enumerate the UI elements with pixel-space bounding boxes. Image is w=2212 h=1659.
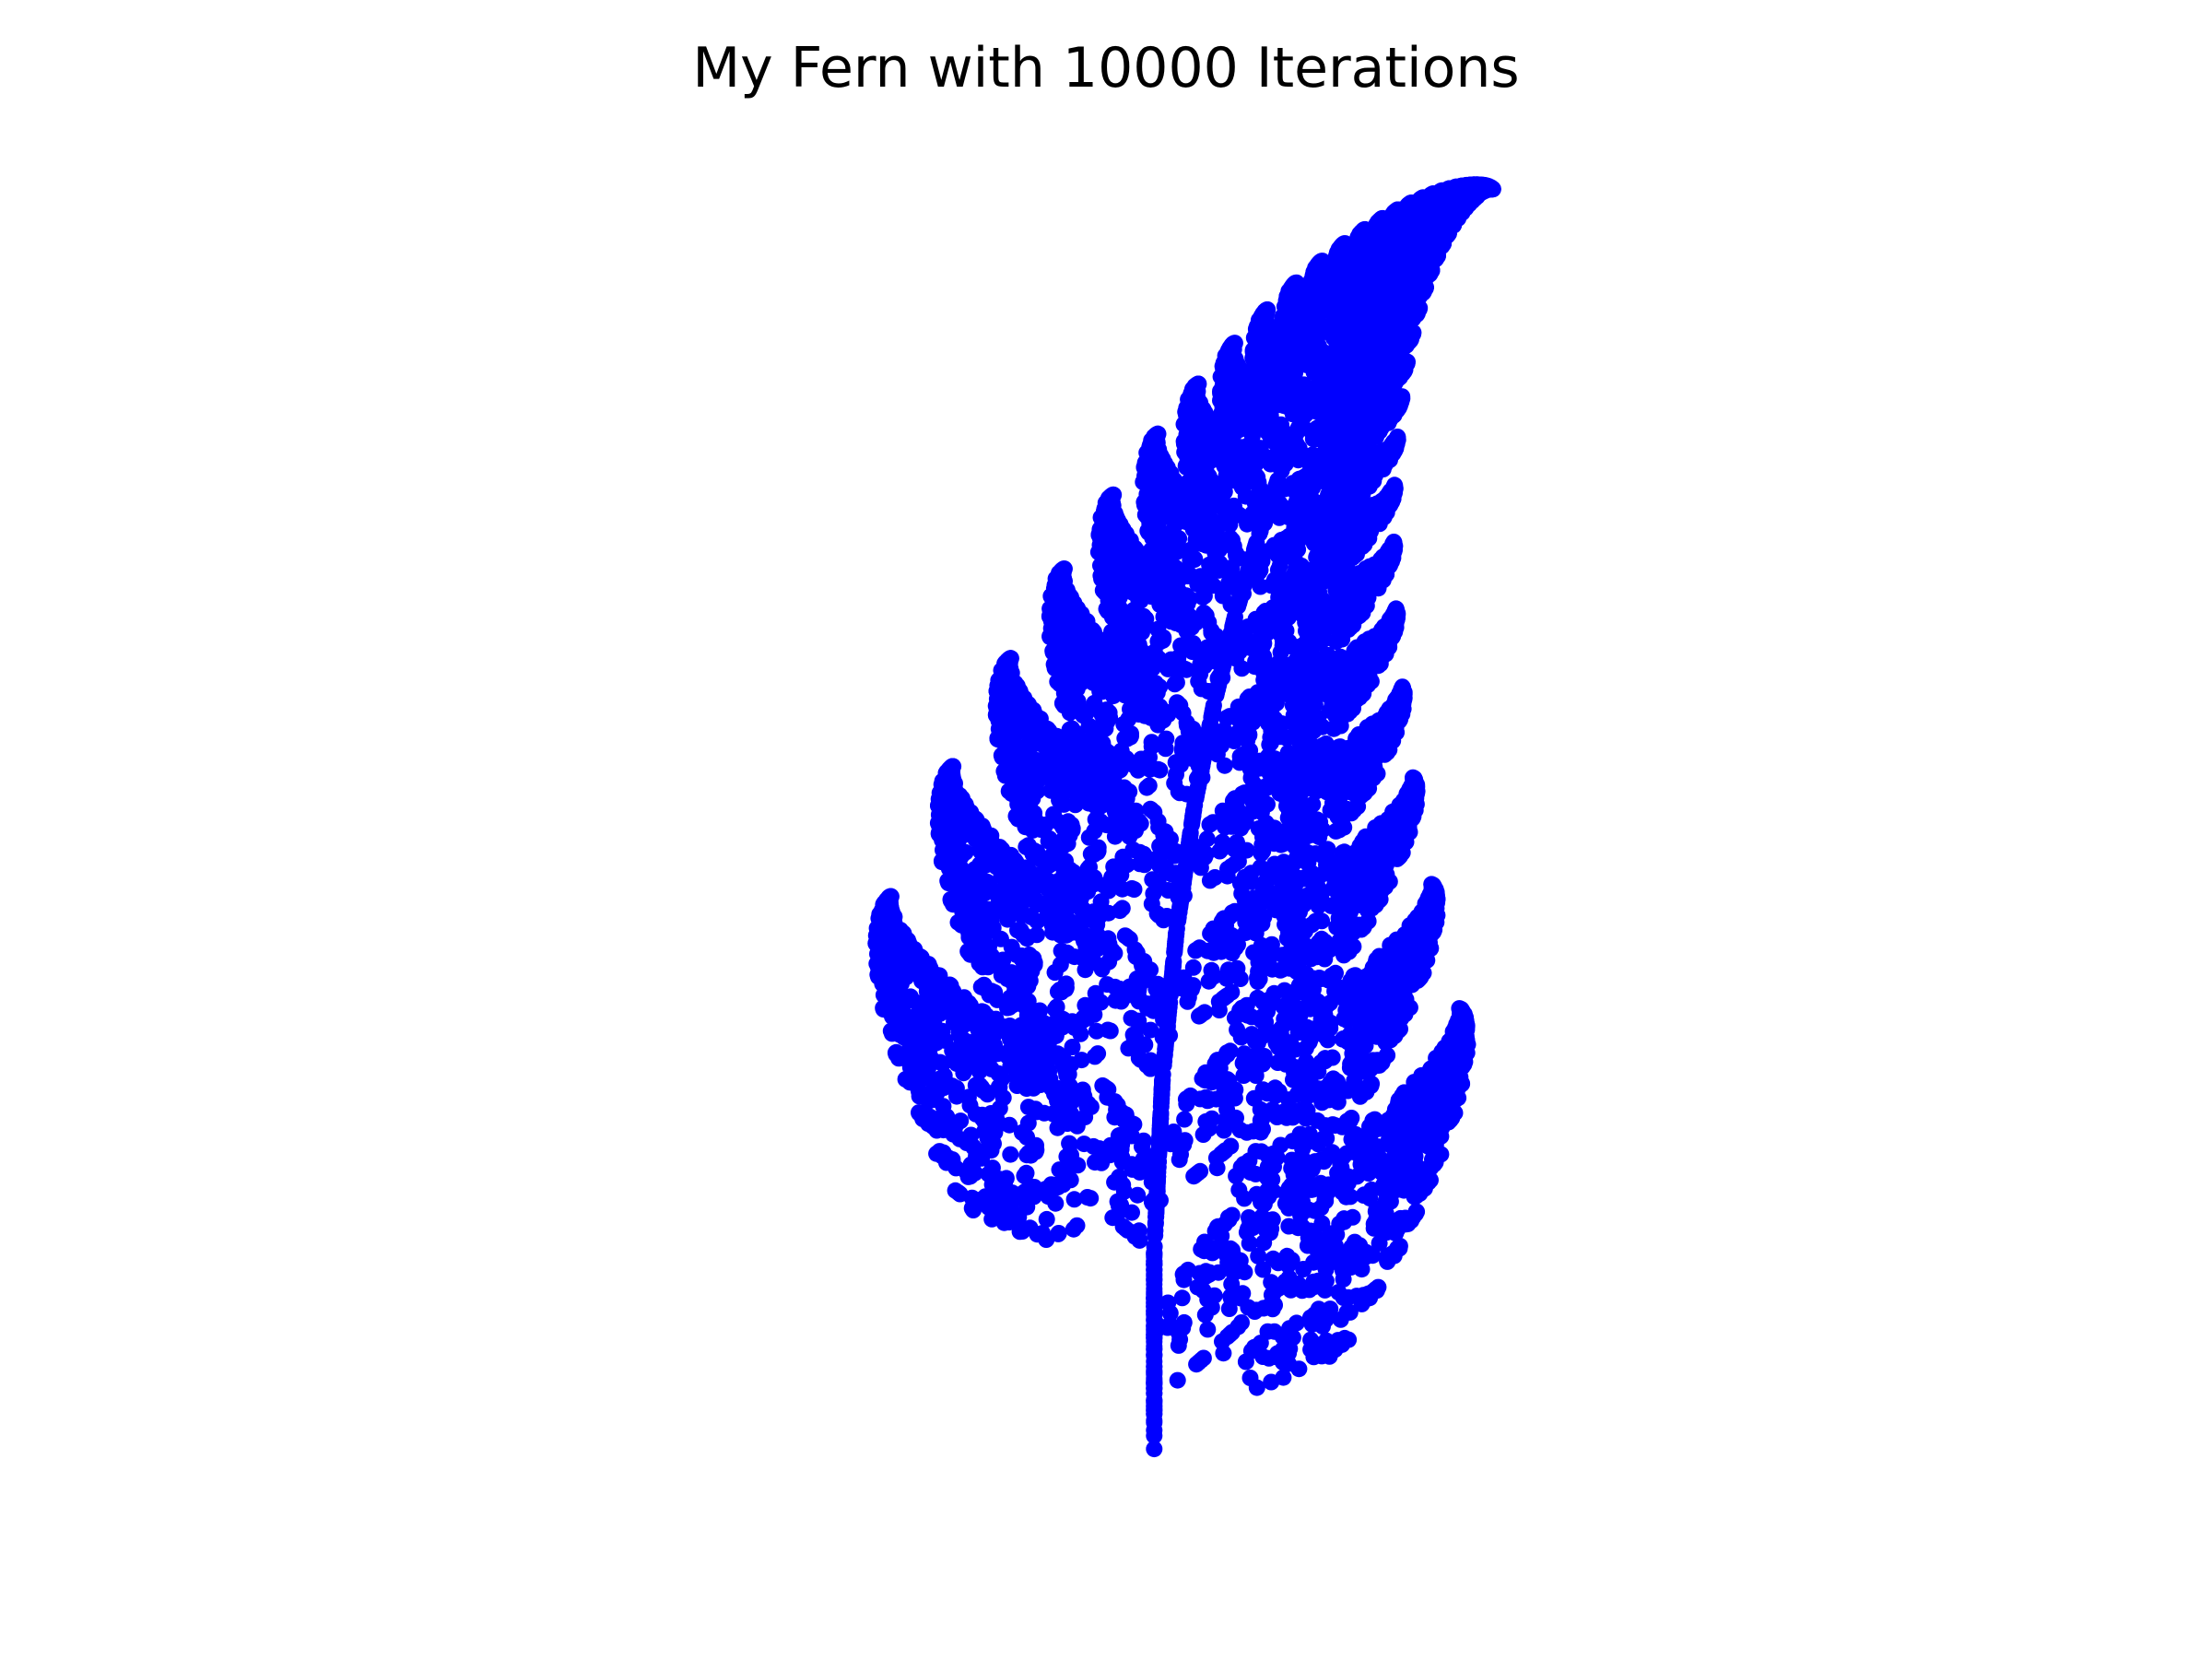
fern-point [1129, 1186, 1147, 1204]
fern-point [1064, 1039, 1081, 1055]
fern-point [1169, 1371, 1186, 1389]
fern-point [1051, 1161, 1068, 1179]
fern-point [1199, 1321, 1217, 1338]
fern-point [1143, 734, 1160, 751]
scatter-points [867, 176, 1501, 1458]
fern-point [1254, 1261, 1272, 1278]
fern-point [1002, 1146, 1019, 1163]
fern-point [1038, 1210, 1055, 1228]
fern-point [1215, 1345, 1232, 1362]
fern-point [1034, 1225, 1052, 1241]
fern-point [1288, 1314, 1305, 1332]
fern-point [1371, 1234, 1388, 1252]
fern-point [1208, 1159, 1226, 1177]
fern-point [1220, 1300, 1238, 1317]
fern-point [1235, 1067, 1253, 1084]
fern-point [1253, 804, 1270, 821]
fern-point [1172, 637, 1190, 654]
fern-point [1028, 926, 1045, 944]
chart-title: My Fern with 10000 Iterations [692, 36, 1520, 100]
